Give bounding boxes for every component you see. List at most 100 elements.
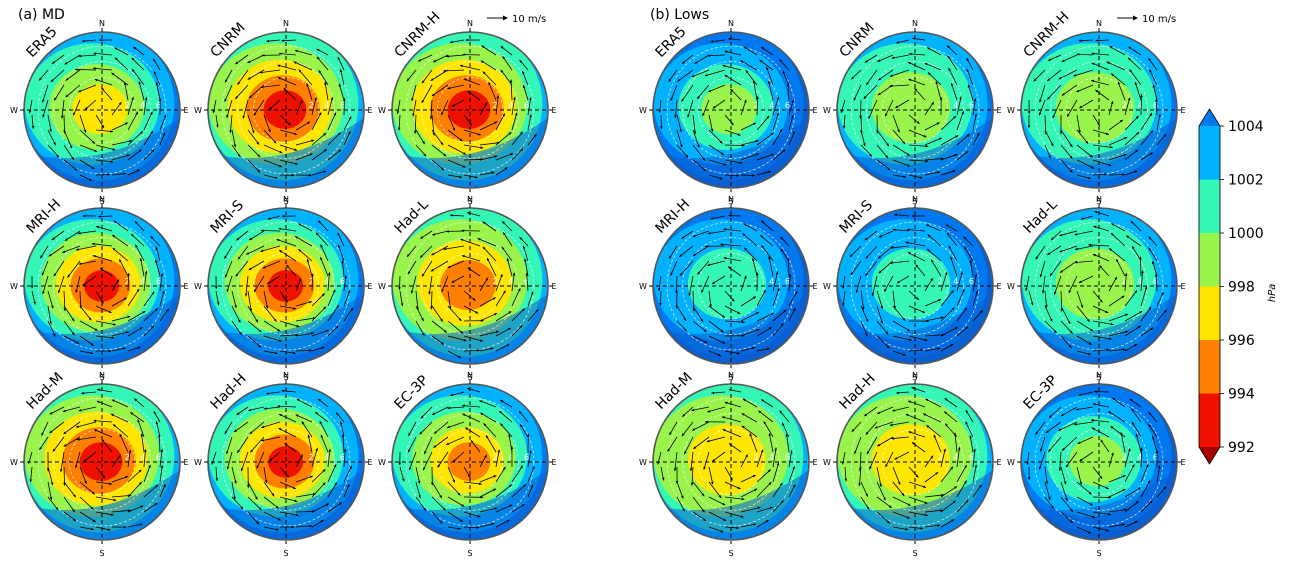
colorbar: 1004 1002 1000 998 996 994 992 hPa (1198, 108, 1278, 465)
wind-vectors (28, 38, 167, 182)
ring-label: 2 (309, 101, 314, 110)
compass-north-label: N (912, 371, 918, 380)
ring-label: 4 (769, 277, 774, 286)
svg-text:10 m/s: 10 m/s (512, 14, 546, 25)
compass-south-label: S (99, 549, 104, 558)
compass-west-label: W (639, 282, 647, 291)
wind-vectors (1026, 390, 1167, 534)
ring-label: 2 (493, 277, 498, 286)
range-ring (37, 221, 167, 351)
range-ring (221, 45, 351, 175)
range-ring (1034, 221, 1164, 351)
wind-vectors (1027, 39, 1167, 180)
ring-label: 2 (1122, 277, 1127, 286)
compass-south-label: S (728, 373, 733, 382)
compass-west-label: W (10, 282, 18, 291)
range-ring (850, 397, 980, 527)
ring-label: 6 (156, 277, 161, 286)
ring-label: 6 (156, 101, 161, 110)
colorbar-tick-label: 998 (1228, 280, 1255, 296)
compass-east-label: E (812, 458, 817, 467)
ring-label: 4 (508, 453, 513, 462)
colorbar-segment (1199, 393, 1220, 447)
range-ring (53, 413, 151, 511)
compass-north-label: N (912, 195, 918, 204)
compass-north-label: N (467, 371, 473, 380)
wind-vectors (28, 388, 166, 531)
panel-title-md: (a) MD (18, 7, 65, 23)
ring-label: 4 (508, 101, 513, 110)
ring-label: 2 (125, 101, 130, 110)
range-ring (682, 237, 780, 335)
range-ring (421, 413, 519, 511)
pressure-field: 2 4 6 (208, 32, 364, 188)
colorbar-segment (1199, 340, 1220, 394)
colorbar-tick-label: 1000 (1228, 226, 1264, 242)
compass-south-label: S (912, 373, 917, 382)
wind-vectors (842, 213, 983, 356)
ring-label: 4 (1137, 453, 1142, 462)
compass-west-label: W (378, 282, 386, 291)
range-ring (666, 397, 796, 527)
compass-east-label: E (996, 458, 1001, 467)
compass-east-label: E (1180, 106, 1185, 115)
compass-south-label: S (467, 549, 472, 558)
wind-vectors (840, 37, 980, 179)
range-ring (237, 61, 335, 159)
compass-south-label: S (912, 549, 917, 558)
ring-label: 6 (156, 453, 161, 462)
ring-label: 6 (1153, 277, 1158, 286)
compass-west-label: W (823, 106, 831, 115)
compass-west-label: W (378, 106, 386, 115)
ring-label: 2 (754, 101, 759, 110)
compass-east-label: E (367, 458, 372, 467)
range-ring (221, 397, 351, 527)
ring-label: 4 (769, 453, 774, 462)
range-ring (37, 397, 167, 527)
compass-west-label: W (10, 106, 18, 115)
ring-label: 6 (340, 101, 345, 110)
compass-west-label: W (194, 282, 202, 291)
compass-east-label: E (996, 282, 1001, 291)
compass-east-label: E (1180, 282, 1185, 291)
ring-label: 4 (1137, 101, 1142, 110)
compass-north-label: N (1096, 195, 1102, 204)
compass-east-label: E (996, 106, 1001, 115)
compass-west-label: W (1007, 106, 1015, 115)
ring-label: 4 (324, 101, 329, 110)
wind-vectors (658, 37, 796, 180)
range-ring (1034, 45, 1164, 175)
colorbar-tick-label: 994 (1228, 387, 1255, 403)
ring-label: 6 (785, 101, 790, 110)
ring-label: 2 (125, 453, 130, 462)
compass-east-label: E (551, 282, 556, 291)
compass-west-label: W (194, 106, 202, 115)
ring-label: 6 (969, 277, 974, 286)
compass-east-label: E (812, 282, 817, 291)
ring-label: 6 (785, 277, 790, 286)
ring-label: 4 (953, 453, 958, 462)
colorbar-tick-label: 992 (1228, 440, 1255, 456)
compass-east-label: E (812, 106, 817, 115)
range-ring (37, 45, 167, 175)
range-ring (405, 221, 535, 351)
ring-label: 4 (324, 453, 329, 462)
wind-vectors (211, 389, 352, 531)
compass-east-label: E (367, 282, 372, 291)
compass-east-label: E (551, 106, 556, 115)
wind-vectors (841, 387, 982, 531)
range-ring (1050, 61, 1148, 159)
compass-north-label: N (1096, 371, 1102, 380)
compass-north-label: N (283, 195, 289, 204)
reference-arrow-lows: 10 m/s (1117, 14, 1176, 25)
colorbar-tick-label: 1004 (1228, 119, 1264, 135)
ring-label: 2 (125, 277, 130, 286)
